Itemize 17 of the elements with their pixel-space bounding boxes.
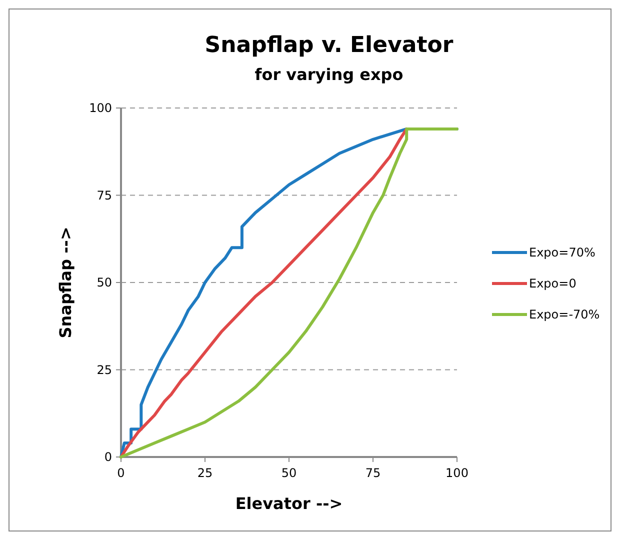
legend-label: Expo=70% xyxy=(529,246,596,260)
x-axis-title: Elevator --> xyxy=(235,494,343,513)
x-tick-label: 0 xyxy=(117,466,125,480)
y-tick-label: 100 xyxy=(89,101,112,116)
legend-label: Expo=0 xyxy=(529,276,576,291)
x-tick-label: 25 xyxy=(197,466,213,480)
chart-subtitle: for varying expo xyxy=(254,65,404,84)
x-tick-label: 100 xyxy=(446,466,468,480)
y-axis-title: Snapflap --> xyxy=(56,226,75,338)
y-tick-label: 50 xyxy=(96,276,112,290)
y-tick-label: 25 xyxy=(96,362,112,377)
legend-label: Expo=-70% xyxy=(529,308,600,322)
x-tick-label: 50 xyxy=(281,466,297,480)
y-tick-label: 75 xyxy=(96,188,112,202)
chart-title: Snapflap v. Elevator xyxy=(204,33,454,58)
x-tick-label: 75 xyxy=(365,466,381,480)
y-tick-label: 0 xyxy=(104,450,112,464)
